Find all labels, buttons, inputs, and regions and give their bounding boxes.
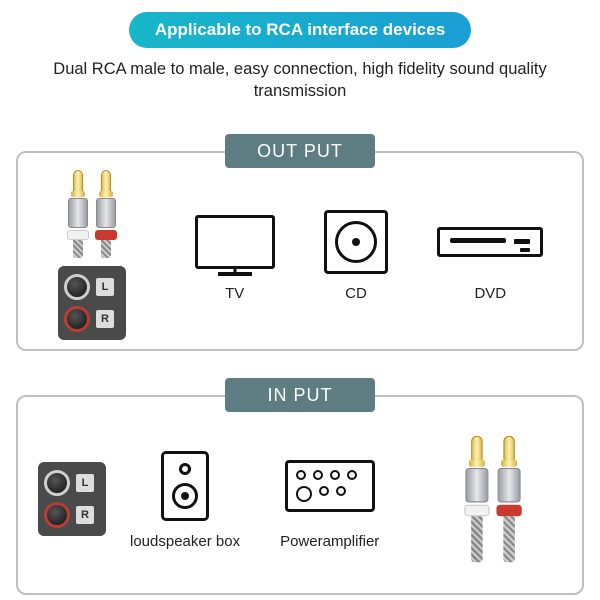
rca-plug-red <box>95 170 117 258</box>
device-label: loudspeaker box <box>130 533 240 550</box>
jack-right-icon <box>44 502 70 528</box>
output-panel: L R TV CD DVD <box>16 151 584 351</box>
device-label: TV <box>225 285 244 302</box>
loudspeaker-icon <box>161 447 209 525</box>
rca-plug-white <box>464 435 489 562</box>
device-cd: CD <box>324 207 388 302</box>
tv-icon <box>195 207 275 277</box>
output-devices: TV CD DVD <box>170 207 568 302</box>
jack-left-icon <box>44 470 70 496</box>
rca-plug-red <box>496 435 521 562</box>
input-devices: loudspeaker box Poweramplifier <box>130 447 400 550</box>
header-subtitle: Dual RCA male to male, easy connection, … <box>16 58 584 103</box>
input-connector-column <box>418 444 568 554</box>
cd-icon <box>324 207 388 277</box>
dvd-icon <box>437 207 543 277</box>
jack-left-label: L <box>96 278 114 296</box>
jack-left-icon <box>64 274 90 300</box>
rca-plugs <box>67 170 117 258</box>
device-label: Poweramplifier <box>280 533 379 550</box>
jack-left-label: L <box>76 474 94 492</box>
jack-right-label: R <box>76 506 94 524</box>
device-tv: TV <box>195 207 275 302</box>
input-jack-column: L R <box>32 462 112 536</box>
device-dvd: DVD <box>437 207 543 302</box>
poweramp-icon <box>285 447 375 525</box>
device-loudspeaker: loudspeaker box <box>130 447 240 550</box>
jack-right-icon <box>64 306 90 332</box>
output-connector-column: L R <box>32 170 152 340</box>
rca-plugs <box>464 435 522 562</box>
header-pill: Applicable to RCA interface devices <box>129 12 471 48</box>
output-label: OUT PUT <box>225 134 375 168</box>
device-poweramp: Poweramplifier <box>280 447 379 550</box>
rca-plug-white <box>67 170 89 258</box>
device-label: CD <box>345 285 367 302</box>
device-label: DVD <box>474 285 506 302</box>
jack-right-label: R <box>96 310 114 328</box>
input-panel: L R loudspeaker box Poweramplifier <box>16 395 584 595</box>
input-label: IN PUT <box>225 378 375 412</box>
rca-jack-box: L R <box>58 266 126 340</box>
rca-jack-box: L R <box>38 462 106 536</box>
